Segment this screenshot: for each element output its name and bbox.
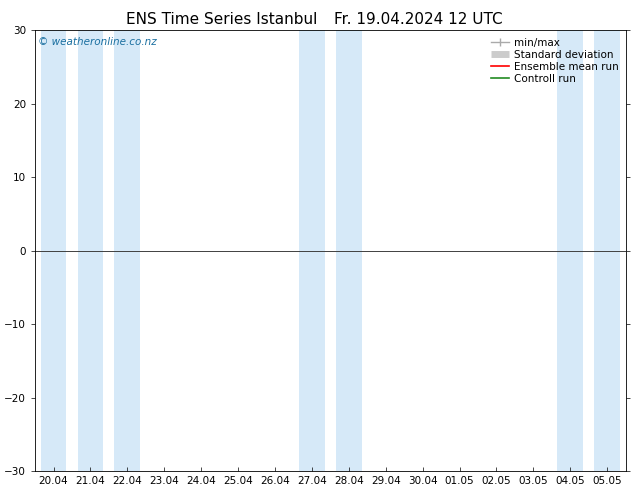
- Bar: [557, 30, 583, 471]
- Text: Fr. 19.04.2024 12 UTC: Fr. 19.04.2024 12 UTC: [334, 12, 503, 27]
- Bar: [114, 30, 140, 471]
- Bar: [594, 30, 620, 471]
- Text: © weatheronline.co.nz: © weatheronline.co.nz: [38, 37, 157, 47]
- Bar: [299, 30, 325, 471]
- Bar: [336, 30, 362, 471]
- Text: ENS Time Series Istanbul: ENS Time Series Istanbul: [126, 12, 318, 27]
- Bar: [41, 30, 67, 471]
- Legend: min/max, Standard deviation, Ensemble mean run, Controll run: min/max, Standard deviation, Ensemble me…: [489, 35, 621, 86]
- Bar: [77, 30, 103, 471]
